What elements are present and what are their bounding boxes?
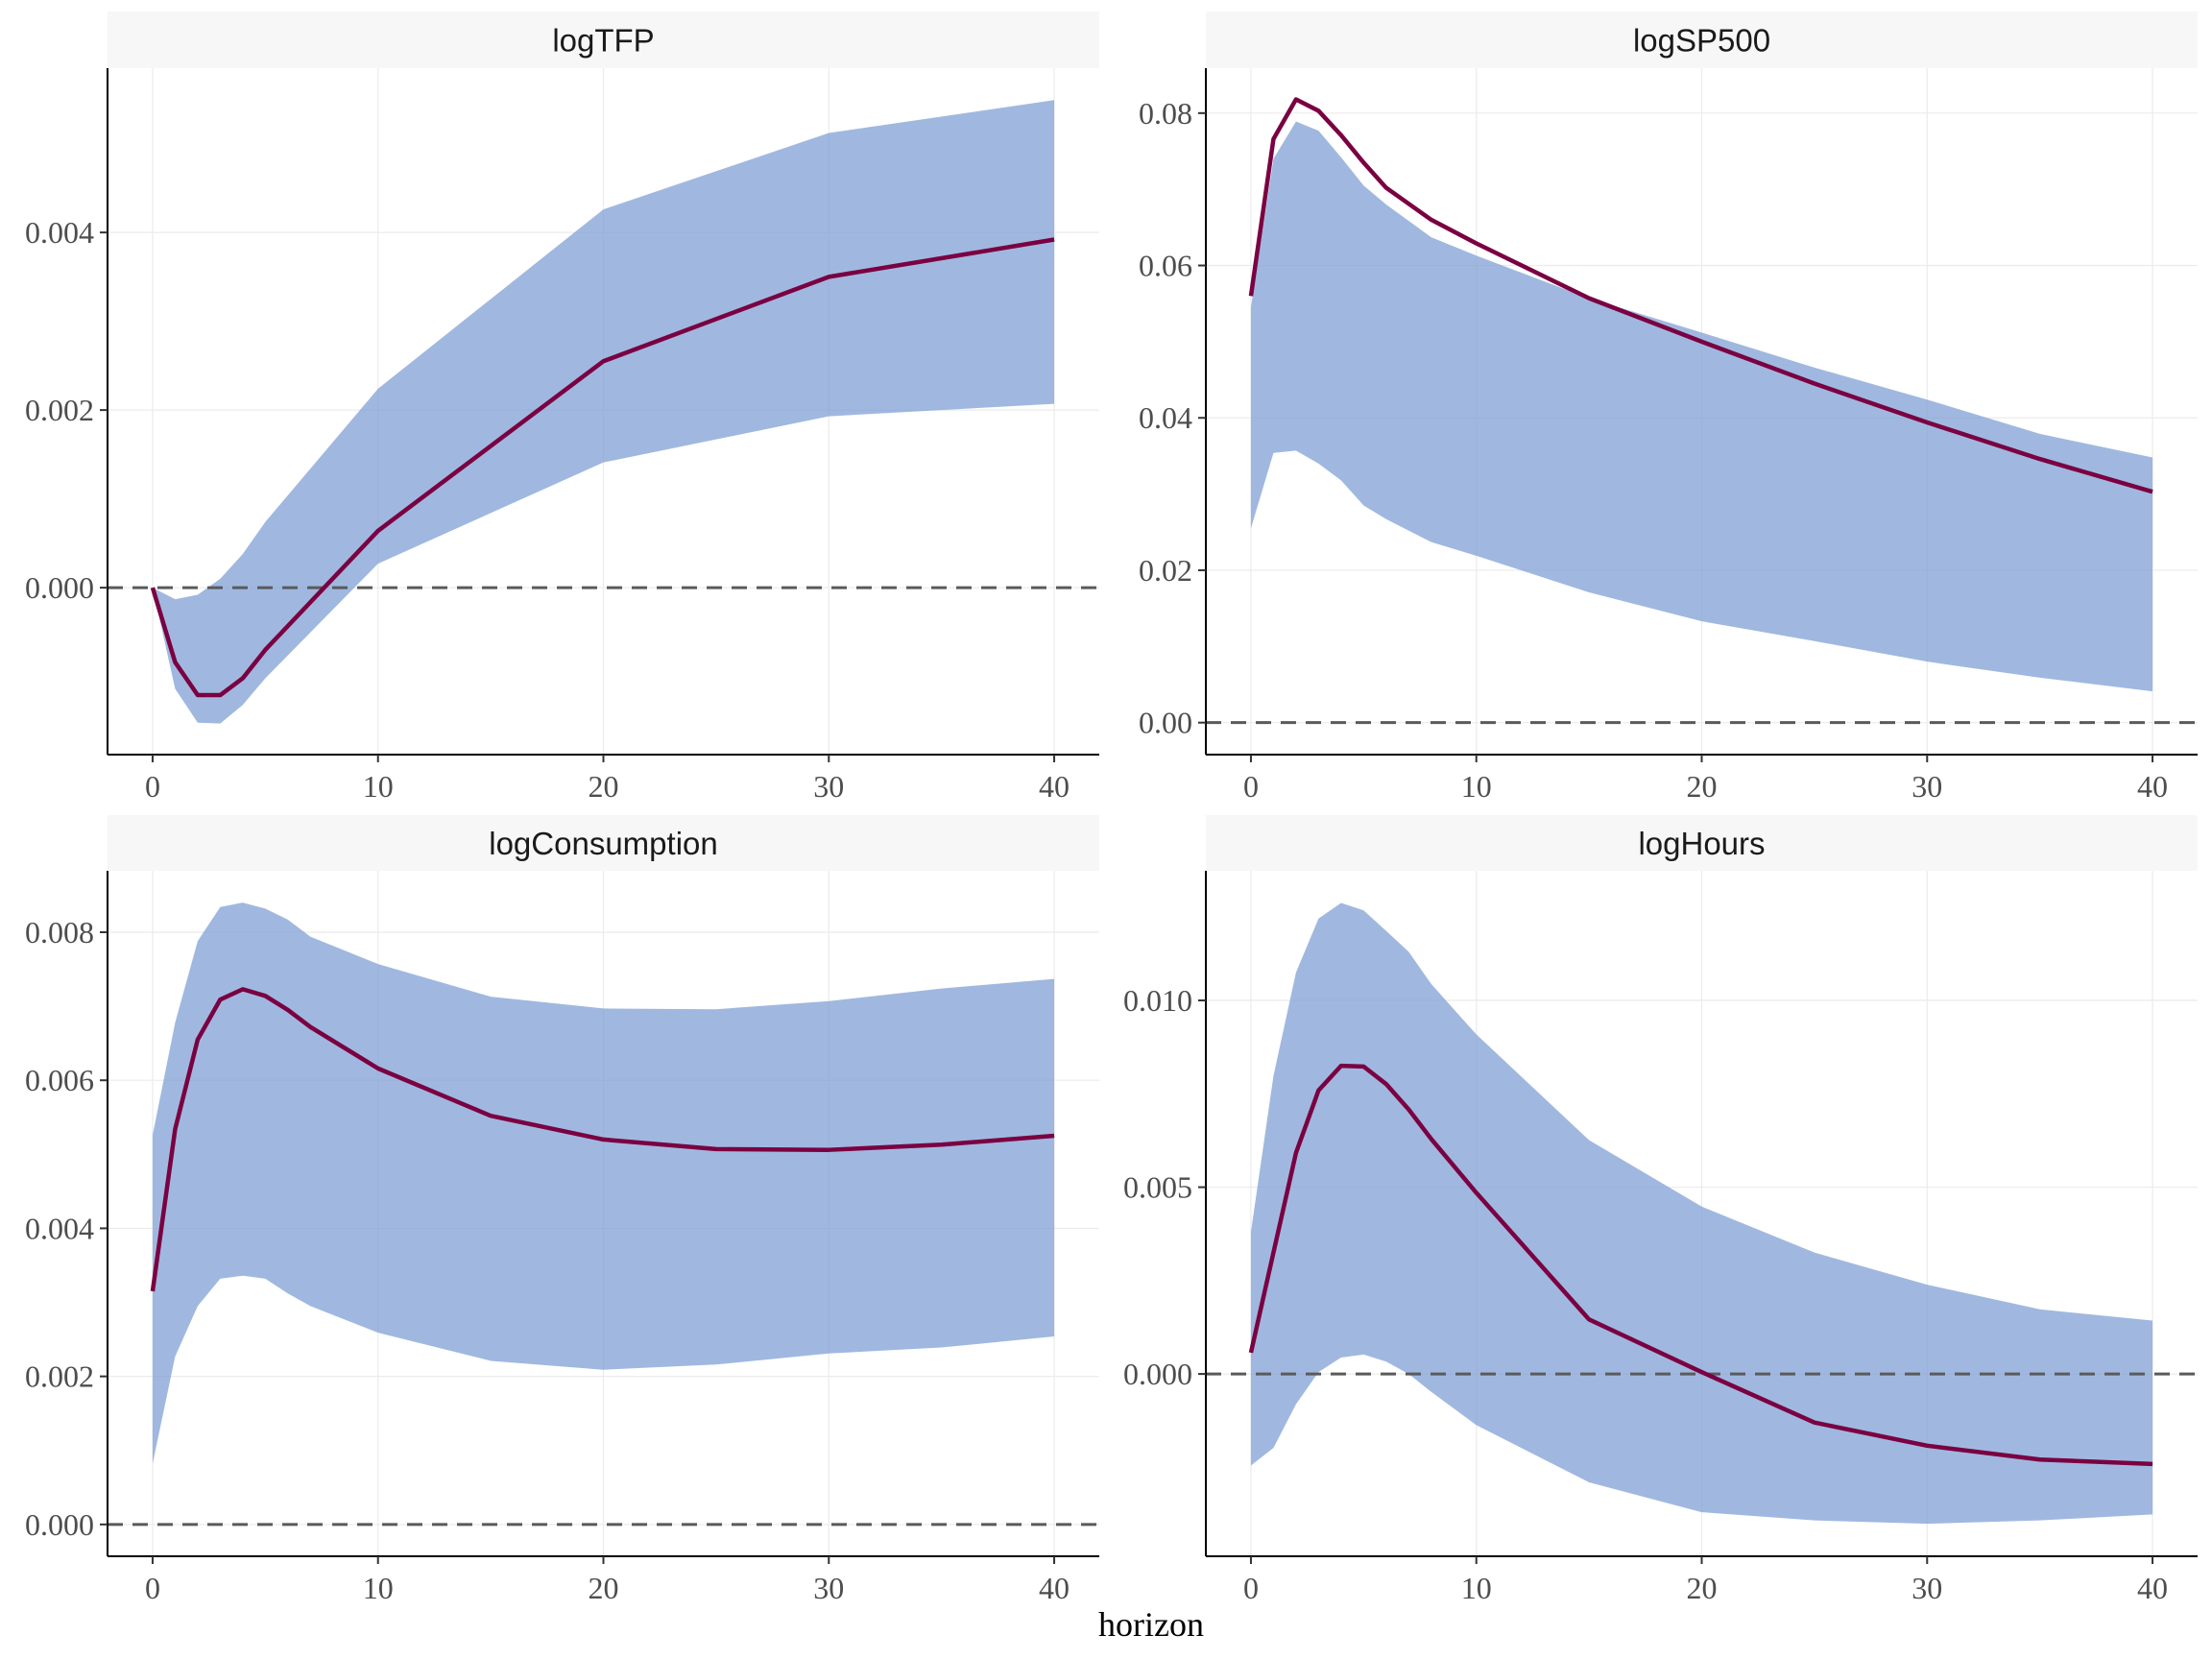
- y-tick-label: 0.006: [25, 1063, 94, 1097]
- x-tick-label: 20: [589, 1571, 619, 1605]
- confidence-band: [152, 902, 1055, 1464]
- panel-logConsumption: logConsumption 0 10 20 30 40 0.000 0.002 0.004 0.…: [25, 815, 1099, 1605]
- facet-strip: [1206, 815, 2198, 871]
- confidence-band: [152, 100, 1055, 724]
- x-axis-title: horizon: [1098, 1605, 1204, 1644]
- facet-strip: [1206, 12, 2198, 68]
- x-tick-label: 0: [145, 769, 160, 804]
- y-tick-label: 0.000: [1123, 1357, 1192, 1391]
- y-tick-label: 0.02: [1139, 553, 1192, 588]
- x-tick-label: 30: [1911, 769, 1942, 804]
- x-tick-label: 20: [589, 769, 619, 804]
- x-tick-label: 20: [1687, 1571, 1718, 1605]
- impulse-response-line: [1248, 1063, 2153, 1467]
- facet-strip: [108, 12, 1099, 68]
- x-tick-label: 40: [1039, 769, 1070, 804]
- y-tick-label: 0.004: [25, 215, 94, 250]
- x-tick-label: 0: [1243, 769, 1259, 804]
- x-tick-label: 10: [363, 769, 394, 804]
- x-tick-label: 30: [813, 1571, 844, 1605]
- y-tick-label: 0.002: [25, 393, 94, 427]
- x-tick-label: 40: [1039, 1571, 1070, 1605]
- y-tick-label: 0.010: [1123, 983, 1192, 1018]
- y-tick-label: 0.04: [1139, 400, 1192, 435]
- x-tick-label: 0: [1243, 1571, 1259, 1605]
- impulse-response-line: [150, 987, 1055, 1292]
- x-tick-label: 0: [145, 1571, 160, 1605]
- facet-strip: [108, 815, 1099, 871]
- confidence-band: [1250, 902, 2153, 1525]
- x-tick-label: 10: [363, 1571, 394, 1605]
- x-tick-label: 30: [813, 769, 844, 804]
- facet-title: logHours: [1638, 826, 1765, 861]
- y-tick-label: 0.008: [25, 915, 94, 950]
- panel-logHours: logHours 0 10 20 30 40 0.000 0.005 0.010: [1123, 815, 2198, 1605]
- y-tick-label: 0.08: [1139, 96, 1192, 131]
- x-tick-label: 30: [1911, 1571, 1942, 1605]
- x-tick-label: 40: [2137, 769, 2168, 804]
- confidence-band: [1250, 121, 2153, 692]
- x-tick-label: 10: [1461, 1571, 1492, 1605]
- x-tick-label: 10: [1461, 769, 1492, 804]
- y-tick-label: 0.06: [1139, 249, 1192, 283]
- y-tick-label: 0.002: [25, 1359, 94, 1394]
- facet-title: logSP500: [1633, 23, 1770, 59]
- x-tick-label: 20: [1687, 769, 1718, 804]
- y-tick-label: 0.00: [1139, 706, 1192, 740]
- y-tick-label: 0.004: [25, 1211, 94, 1245]
- impulse-response-line: [1248, 97, 2153, 494]
- y-tick-label: 0.000: [25, 1507, 94, 1542]
- facet-title: logConsumption: [489, 826, 717, 861]
- panel-logSP500: logSP500 0 10 20 30 40 0.00 0.02 0.04 0.06 0.08: [1139, 12, 2198, 804]
- y-tick-label: 0.005: [1123, 1170, 1192, 1205]
- panel-logTFP: logTFP 0 10 20 30 40 0.000 0.002 0.004: [25, 12, 1099, 804]
- y-tick-label: 0.000: [25, 570, 94, 605]
- x-tick-label: 40: [2137, 1571, 2168, 1605]
- impulse-response-line: [150, 237, 1055, 698]
- facet-title: logTFP: [552, 23, 654, 59]
